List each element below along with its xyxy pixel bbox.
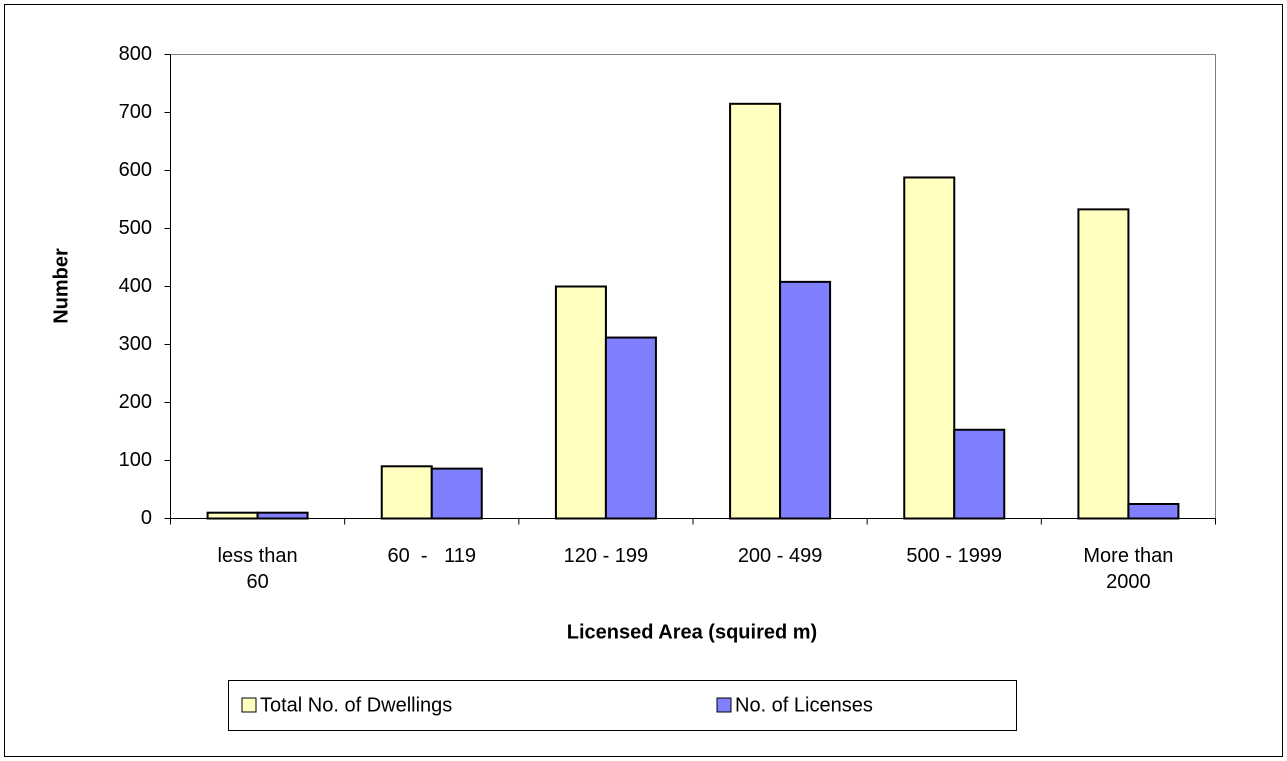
bar bbox=[1077, 208, 1130, 520]
y-tick-label: 300 bbox=[119, 333, 152, 355]
bar bbox=[554, 285, 607, 520]
bar bbox=[903, 176, 956, 520]
bar bbox=[779, 280, 832, 520]
legend-box bbox=[228, 680, 1017, 731]
bar bbox=[206, 511, 259, 520]
y-tick-label: 100 bbox=[119, 449, 152, 471]
legend-label: No. of Licenses bbox=[735, 694, 873, 716]
x-tick-label: 120 - 199 bbox=[563, 545, 649, 567]
legend-label: Total No. of Dwellings bbox=[260, 694, 452, 716]
legend-swatch bbox=[716, 697, 732, 713]
legend-swatch bbox=[241, 697, 257, 713]
bar bbox=[729, 102, 782, 520]
y-tick-label: 0 bbox=[141, 507, 152, 529]
x-tick-label: 200 - 499 bbox=[737, 545, 823, 567]
bar bbox=[1127, 503, 1180, 520]
x-tick-label: 60 - 119 bbox=[387, 545, 477, 567]
x-tick-label: More than 2000 bbox=[1083, 545, 1179, 593]
y-tick-label: 800 bbox=[119, 43, 152, 65]
y-tick-label: 400 bbox=[119, 275, 152, 297]
bar bbox=[430, 467, 483, 520]
x-axis-title: Licensed Area (squired m) bbox=[567, 621, 817, 643]
bar bbox=[256, 511, 309, 520]
y-tick-label: 200 bbox=[119, 391, 152, 413]
y-tick-label: 600 bbox=[119, 159, 152, 181]
y-axis-title: Number bbox=[50, 248, 72, 324]
x-tick-label: 500 - 1999 bbox=[906, 545, 1003, 567]
y-tick-label: 500 bbox=[119, 217, 152, 239]
bar bbox=[380, 465, 433, 520]
x-tick-label: less than 60 bbox=[217, 545, 304, 593]
bar bbox=[604, 336, 657, 520]
y-tick-label: 700 bbox=[119, 101, 152, 123]
bar bbox=[953, 428, 1006, 520]
